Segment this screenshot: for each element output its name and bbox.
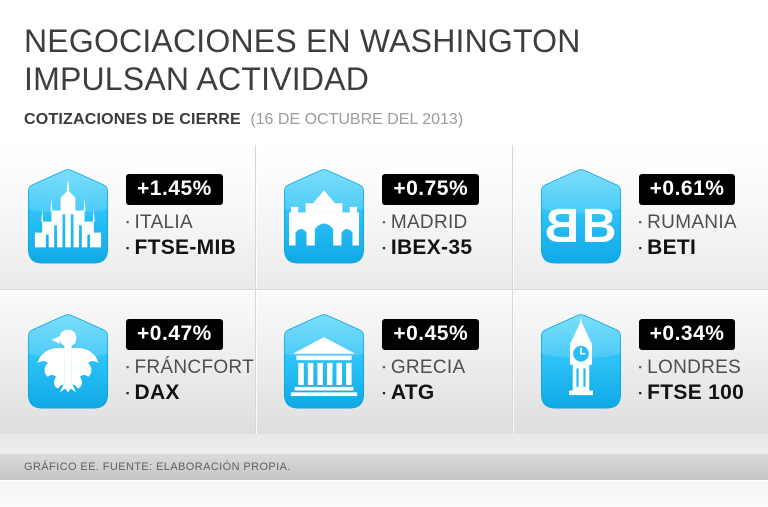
index-card-rumania: B B +0.61% RUMANIA BETI xyxy=(511,144,768,289)
card-info: +0.61% RUMANIA BETI xyxy=(638,173,737,260)
country-label: FRÁNCFORT xyxy=(126,357,254,379)
page-title-line1: NEGOCIACIONES EN WASHINGTON xyxy=(24,23,581,59)
percent-badge: +1.45% xyxy=(126,173,223,205)
index-card-madrid: +0.75% MADRID IBEX-35 xyxy=(255,144,511,289)
subtitle-label: COTIZACIONES DE CIERRE xyxy=(24,110,241,128)
country-label: LONDRES xyxy=(639,357,744,379)
subtitle: COTIZACIONES DE CIERRE (16 DE OCTUBRE DE… xyxy=(24,111,744,129)
index-label: BETI xyxy=(639,236,737,260)
index-card-londres: +0.34% LONDRES FTSE 100 xyxy=(511,289,768,434)
index-label: FTSE 100 xyxy=(639,381,744,405)
bvb-monogram-icon: B B xyxy=(540,169,621,264)
country-label: RUMANIA xyxy=(639,212,737,234)
svg-text:B: B xyxy=(582,200,617,253)
index-grid: +1.45% ITALIA FTSE-MIB xyxy=(0,144,768,434)
subtitle-date: (16 DE OCTUBRE DEL 2013) xyxy=(250,110,464,128)
card-info: +0.47% FRÁNCFORT DAX xyxy=(126,318,254,405)
percent-badge: +0.34% xyxy=(638,318,736,350)
page-title: NEGOCIACIONES EN WASHINGTON IMPULSAN ACT… xyxy=(24,22,744,99)
german-eagle-icon xyxy=(27,314,109,409)
index-label: ATG xyxy=(382,381,479,405)
percent-badge: +0.45% xyxy=(382,318,480,350)
parthenon-icon xyxy=(284,314,365,409)
puerta-de-alcala-icon xyxy=(284,169,365,264)
footer-source-text: GRÁFICO EE. FUENTE: ELABORACIÓN PROPIA. xyxy=(24,460,291,473)
card-info: +0.34% LONDRES FTSE 100 xyxy=(638,318,744,405)
page-title-line2: IMPULSAN ACTIVIDAD xyxy=(24,61,370,98)
footer-band: GRÁFICO EE. FUENTE: ELABORACIÓN PROPIA. xyxy=(0,453,768,480)
grid-row-2: +0.47% FRÁNCFORT DAX xyxy=(0,289,768,434)
index-label: FTSE-MIB xyxy=(126,236,236,260)
card-info: +0.75% MADRID IBEX-35 xyxy=(382,173,480,260)
big-ben-icon xyxy=(540,314,621,409)
percent-badge: +0.61% xyxy=(638,173,736,205)
percent-badge: +0.75% xyxy=(382,173,480,205)
country-label: ITALIA xyxy=(126,212,236,234)
header: NEGOCIACIONES EN WASHINGTON IMPULSAN ACT… xyxy=(0,0,768,129)
country-label: GRECIA xyxy=(382,357,479,379)
svg-text:B: B xyxy=(544,200,579,253)
percent-badge: +0.47% xyxy=(126,318,223,350)
milan-cathedral-icon xyxy=(27,169,109,264)
index-label: IBEX-35 xyxy=(382,236,479,260)
index-card-grecia: +0.45% GRECIA ATG xyxy=(255,289,511,434)
country-label: MADRID xyxy=(382,212,479,234)
card-info: +1.45% ITALIA FTSE-MIB xyxy=(126,173,236,260)
index-card-italia: +1.45% ITALIA FTSE-MIB xyxy=(0,145,255,289)
index-label: DAX xyxy=(126,381,254,405)
index-card-francfort: +0.47% FRÁNCFORT DAX xyxy=(0,290,255,434)
card-info: +0.45% GRECIA ATG xyxy=(382,318,480,405)
grid-row-1: +1.45% ITALIA FTSE-MIB xyxy=(0,144,768,290)
